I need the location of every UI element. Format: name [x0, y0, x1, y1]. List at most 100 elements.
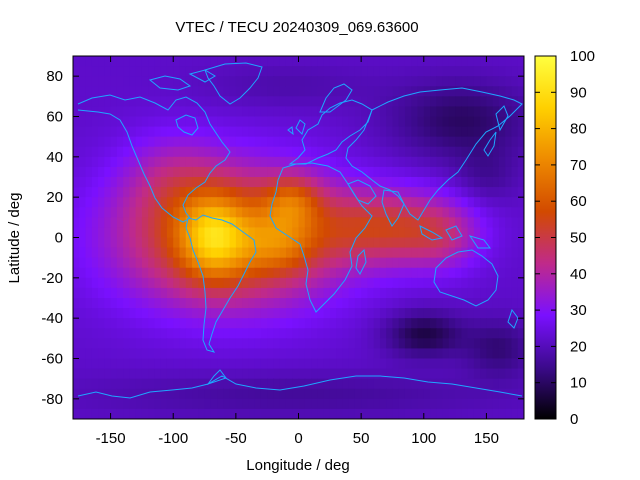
heatmap-cell: [517, 298, 524, 309]
heatmap-cell: [386, 298, 394, 309]
heatmap-cell: [505, 398, 513, 410]
heatmap-cell: [448, 408, 456, 419]
heatmap-cell: [285, 247, 293, 259]
heatmap-cell: [505, 308, 513, 319]
heatmap-cell: [210, 197, 218, 208]
heatmap-cell: [85, 116, 93, 128]
heatmap-cell: [392, 277, 400, 289]
heatmap-cell: [455, 197, 462, 208]
heatmap-cell: [367, 146, 375, 158]
heatmap-cell: [354, 126, 362, 138]
heatmap-cell: [505, 247, 513, 259]
heatmap-cell: [486, 298, 494, 309]
heatmap-cell: [354, 197, 362, 208]
heatmap-cell: [248, 177, 256, 188]
heatmap-cell: [110, 237, 118, 249]
heatmap-cell: [298, 197, 306, 208]
heatmap-cell: [442, 247, 450, 259]
heatmap-cell: [455, 277, 462, 289]
heatmap-cell: [404, 398, 412, 410]
heatmap-cell: [430, 126, 437, 138]
heatmap-cell: [492, 106, 500, 118]
heatmap-cell: [448, 56, 456, 67]
heatmap-cell: [204, 267, 212, 279]
heatmap-cell: [129, 398, 137, 410]
heatmap-cell: [367, 318, 375, 329]
heatmap-cell: [298, 348, 306, 360]
heatmap-cell: [79, 66, 87, 77]
heatmap-cell: [242, 318, 249, 329]
heatmap-cell: [379, 358, 387, 370]
heatmap-cell: [279, 348, 287, 360]
heatmap-cell: [348, 358, 356, 370]
heatmap-cell: [192, 398, 199, 410]
heatmap-cell: [317, 86, 325, 97]
heatmap-cell: [254, 136, 262, 148]
heatmap-cell: [392, 398, 400, 410]
heatmap-cell: [192, 166, 199, 178]
heatmap-cell: [430, 338, 437, 350]
heatmap-cell: [116, 308, 124, 319]
heatmap-cell: [505, 287, 513, 299]
heatmap-cell: [404, 166, 412, 178]
heatmap-cell: [430, 217, 437, 229]
heatmap-cell: [73, 197, 80, 208]
heatmap-cell: [73, 56, 80, 67]
colorbar-tick-label: 0: [570, 411, 578, 428]
heatmap-cell: [123, 247, 130, 259]
heatmap-cell: [455, 328, 462, 339]
heatmap-cell: [79, 257, 87, 269]
heatmap-cell: [329, 398, 337, 410]
heatmap-cell: [135, 187, 143, 198]
heatmap-cell: [192, 328, 199, 339]
heatmap-cell: [79, 116, 87, 128]
heatmap-cell: [398, 308, 406, 319]
heatmap-cell: [73, 217, 80, 229]
heatmap-cell: [123, 388, 130, 400]
heatmap-cell: [123, 166, 130, 178]
heatmap-cell: [373, 368, 381, 380]
heatmap-cell: [91, 86, 99, 97]
heatmap-cell: [517, 378, 524, 390]
heatmap-cell: [248, 358, 256, 370]
heatmap-cell: [423, 398, 431, 410]
heatmap-cell: [260, 136, 268, 148]
heatmap-cell: [455, 116, 462, 128]
heatmap-cell: [486, 348, 494, 360]
heatmap-cell: [179, 227, 187, 239]
heatmap-cell: [267, 287, 275, 299]
heatmap-cell: [398, 287, 406, 299]
heatmap-cell: [104, 116, 112, 128]
heatmap-cell: [417, 237, 425, 249]
heatmap-cell: [411, 197, 419, 208]
heatmap-cell: [198, 177, 206, 188]
heatmap-cell: [492, 197, 500, 208]
heatmap-cell: [217, 106, 224, 118]
heatmap-cell: [173, 348, 181, 360]
heatmap-cell: [398, 86, 406, 97]
heatmap-cell: [511, 398, 519, 410]
heatmap-cell: [85, 368, 93, 380]
heatmap-cell: [110, 368, 118, 380]
heatmap-cell: [260, 348, 268, 360]
heatmap-cell: [461, 66, 469, 77]
heatmap-cell: [498, 96, 506, 108]
heatmap-cell: [342, 187, 350, 198]
heatmap-cell: [192, 156, 199, 168]
colorbar-tick-label: 100: [570, 48, 595, 65]
heatmap-cell: [260, 66, 268, 77]
heatmap-cell: [292, 166, 300, 178]
heatmap-cell: [279, 308, 287, 319]
heatmap-cell: [254, 197, 262, 208]
heatmap-cell: [98, 187, 105, 198]
heatmap-cell: [154, 338, 162, 350]
heatmap-cell: [148, 136, 156, 148]
heatmap-cell: [123, 378, 130, 390]
heatmap-cell: [235, 207, 243, 218]
heatmap-cell: [342, 207, 350, 218]
heatmap-cell: [342, 277, 350, 289]
heatmap-cell: [123, 76, 130, 87]
heatmap-cell: [486, 156, 494, 168]
heatmap-cell: [436, 298, 444, 309]
heatmap-cell: [404, 136, 412, 148]
